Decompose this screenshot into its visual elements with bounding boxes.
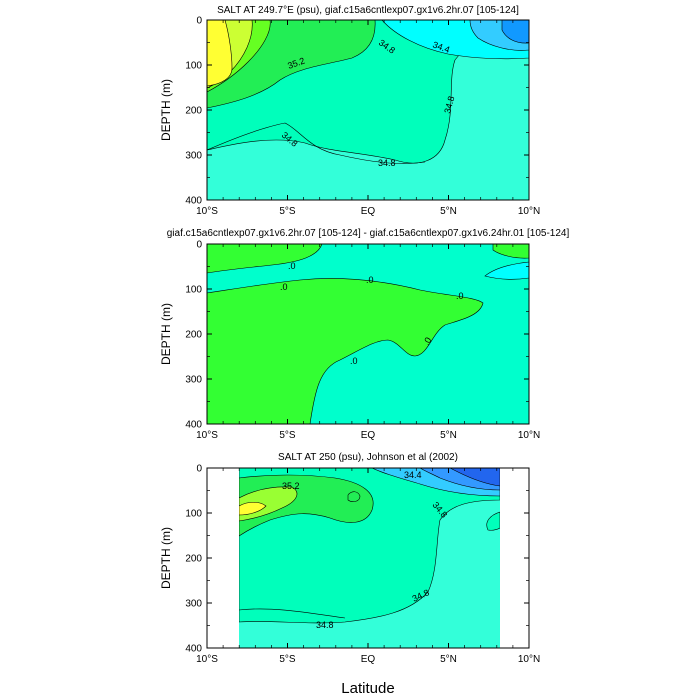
x-tick-label: 5°S [279,654,296,665]
panel-3-contour-34-8-deep [239,608,346,619]
panel-3-fill-34-2 [449,468,500,487]
panel-2-fill-right-neg [484,261,529,280]
panel-2-axes: 10°S 5°S EQ 5°N 10°N 0 100 200 300 400 [185,240,540,442]
x-tick-label: 10°S [196,206,218,217]
panel-3-fill-35-4 [239,501,267,516]
x-tick-label: 5°N [440,430,457,441]
x-tick-label: 10°S [196,654,218,665]
panel-3-clabel: 35.2 [282,481,300,491]
y-tick-label: 100 [185,285,202,296]
x-tick-label: 5°N [440,654,457,665]
panel-2: giaf.c15a6cntlexp07.gx1v6.2hr.07 [105-12… [159,228,569,441]
panel-3-clabel: 34.8 [316,620,334,630]
panel-3-contours [239,468,500,648]
x-tick-label: 5°S [279,206,296,217]
y-tick-label: 300 [185,151,202,162]
panel-3: SALT AT 250 (psu), Johnson et al (2002) … [159,452,540,665]
y-tick-label: 100 [185,61,202,72]
panel-2-fill-main [207,278,484,424]
panel-1-ylabel: DEPTH (m) [159,79,173,141]
figure-xlabel: Latitude [341,680,394,697]
panel-2-clabel: .0 [288,261,296,271]
y-tick-label: 300 [185,375,202,386]
y-tick-label: 400 [185,196,202,207]
panel-2-contours [207,244,529,424]
x-tick-label: 5°N [440,206,457,217]
x-tick-label: 10°N [518,654,540,665]
panel-2-clabel: .0 [421,335,433,347]
y-tick-label: 200 [185,554,202,565]
panel-1: SALT AT 249.7°E (psu), giaf.c15a6cntlexp… [159,5,540,217]
panel-3-fill-eddy [347,491,361,502]
y-tick-label: 0 [196,464,202,475]
panel-1-clabel: 34.8 [442,95,456,115]
panel-2-clabel: .0 [366,275,374,285]
panel-2-ylabel: DEPTH (m) [159,303,173,365]
panel-1-axes: 10°S 5°S EQ 5°N 10°N 0 100 200 300 400 [185,16,540,218]
x-tick-label: 10°S [196,430,218,441]
y-tick-label: 100 [185,509,202,520]
panel-1-contours [207,20,529,200]
x-tick-label: 10°N [518,430,540,441]
panel-2-clabel: .0 [456,291,464,301]
y-tick-label: 300 [185,599,202,610]
panel-3-title: SALT AT 250 (psu), Johnson et al (2002) [278,452,458,463]
panel-2-contour-labels: .0 .0 .0 .0 .0 .0 [280,261,464,366]
y-tick-label: 400 [185,420,202,431]
y-tick-label: 200 [185,106,202,117]
y-tick-label: 0 [196,240,202,251]
x-tick-label: EQ [361,654,376,665]
panel-3-ylabel: DEPTH (m) [159,527,173,589]
x-tick-label: 5°S [279,430,296,441]
panel-3-axes: 10°S 5°S EQ 5°N 10°N 0 100 200 300 400 [185,464,540,666]
y-tick-label: 400 [185,644,202,655]
panel-1-fill-35-6 [207,20,233,87]
panel-1-clabel: 34.8 [378,158,396,168]
y-tick-label: 200 [185,330,202,341]
x-tick-label: 10°N [518,206,540,217]
panel-1-title: SALT AT 249.7°E (psu), giaf.c15a6cntlexp… [217,5,519,16]
panel-2-clabel: .0 [350,356,358,366]
panel-2-fill-top-left [207,244,323,274]
panel-3-fill-right-eddy [486,511,500,531]
y-tick-label: 0 [196,16,202,27]
x-tick-label: EQ [361,206,376,217]
panel-1-contour-34-8-deep [207,122,426,164]
panel-2-title: giaf.c15a6cntlexp07.gx1v6.2hr.07 [105-12… [167,228,570,239]
panel-2-clabel: .0 [280,282,288,292]
panel-3-clabel: 34.4 [404,470,422,480]
x-tick-label: EQ [361,430,376,441]
